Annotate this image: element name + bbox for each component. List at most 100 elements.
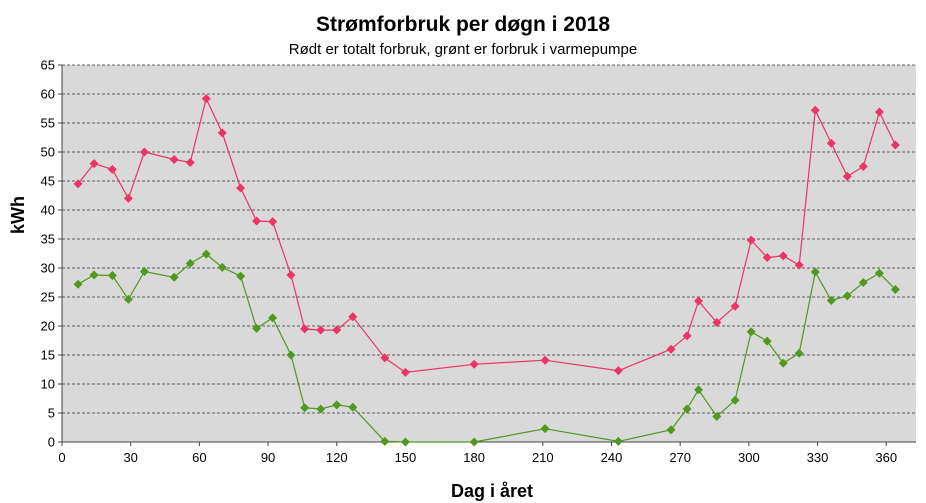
axes	[58, 64, 916, 446]
y-tick-label: 0	[48, 435, 55, 450]
data-point-series-1	[540, 355, 550, 365]
data-point-series-2	[762, 336, 772, 346]
y-tick-label: 25	[41, 290, 55, 305]
data-point-series-1	[810, 105, 820, 115]
data-point-series-1	[842, 171, 852, 181]
x-tick-label: 120	[326, 450, 348, 465]
x-tick-label: 180	[463, 450, 485, 465]
data-point-series-2	[348, 402, 358, 412]
y-tick-label: 50	[41, 145, 55, 160]
data-point-series-2	[300, 403, 310, 413]
y-tick-label: 40	[41, 203, 55, 218]
data-point-series-2	[139, 266, 149, 276]
data-point-series-1	[332, 325, 342, 335]
data-point-series-2	[268, 313, 278, 323]
data-point-series-1	[123, 193, 133, 203]
data-point-series-1	[666, 344, 676, 354]
data-point-series-2	[316, 404, 326, 414]
data-point-series-1	[236, 183, 246, 193]
data-point-series-2	[400, 437, 410, 447]
x-tick-label: 60	[192, 450, 206, 465]
data-point-series-1	[201, 94, 211, 104]
data-point-series-1	[252, 216, 262, 226]
data-point-series-1	[469, 359, 479, 369]
data-point-series-2	[236, 271, 246, 281]
y-tick-label: 30	[41, 261, 55, 276]
data-point-series-1	[874, 107, 884, 117]
x-tick-labels: 0 30 60 90 120 150 180 210 240 270 300 330 360	[58, 450, 897, 465]
chart-title: Strømforbruk per døgn i 2018	[316, 13, 610, 36]
data-point-series-1	[169, 155, 179, 165]
y-tick-label: 20	[41, 319, 55, 334]
data-point-series-1	[217, 128, 227, 138]
data-point-series-2	[73, 279, 83, 289]
data-point-series-2	[201, 249, 211, 259]
x-tick-label: 30	[123, 450, 137, 465]
data-point-series-2	[380, 436, 390, 446]
gridlines	[62, 64, 916, 414]
data-point-series-1	[890, 140, 900, 150]
data-point-series-2	[858, 278, 868, 287]
series-group	[73, 94, 900, 447]
data-point-series-2	[890, 284, 900, 294]
data-point-series-2	[89, 270, 99, 280]
data-point-series-1	[89, 159, 99, 169]
data-point-series-1	[794, 260, 804, 270]
x-tick-label: 330	[807, 450, 829, 465]
data-point-series-2	[666, 425, 676, 435]
data-point-series-2	[826, 295, 836, 305]
data-point-series-2	[778, 358, 788, 368]
data-point-series-1	[730, 301, 740, 311]
data-point-series-1	[139, 147, 149, 157]
data-point-series-1	[400, 367, 410, 377]
data-point-series-2	[107, 271, 117, 281]
data-point-series-1	[682, 331, 692, 341]
data-point-series-2	[185, 258, 195, 268]
y-tick-labels: 0 5 10 15 20 25 30 35 40 45 50 55 60 65	[41, 58, 55, 450]
plot-area	[62, 65, 916, 442]
y-tick-label: 45	[41, 174, 55, 189]
data-point-series-2	[469, 437, 479, 447]
chart-subtitle: Rødt er totalt forbruk, grønt er forbruk…	[289, 41, 637, 58]
x-axis-label: Dag i året	[451, 481, 533, 501]
y-tick-label: 35	[41, 232, 55, 247]
data-point-series-2	[810, 267, 820, 277]
y-tick-label: 5	[48, 406, 55, 421]
data-point-series-2	[794, 348, 804, 358]
x-tick-label: 0	[58, 450, 65, 465]
data-point-series-1	[107, 164, 117, 174]
data-point-series-2	[540, 424, 550, 434]
data-point-series-2	[217, 262, 227, 272]
data-point-series-1	[746, 235, 756, 245]
data-point-series-1	[762, 253, 772, 263]
data-point-series-2	[332, 400, 342, 410]
data-point-series-2	[746, 327, 756, 337]
x-tick-label: 360	[875, 450, 897, 465]
x-tick-label: 90	[261, 450, 275, 465]
x-tick-label: 270	[669, 450, 691, 465]
data-point-series-2	[842, 291, 852, 301]
data-point-series-2	[123, 294, 133, 304]
data-point-series-1	[858, 162, 868, 171]
x-tick-label: 300	[738, 450, 760, 465]
data-point-series-2	[613, 436, 623, 446]
data-point-series-1	[712, 318, 722, 328]
x-tick-label: 210	[532, 450, 554, 465]
data-point-series-2	[874, 268, 884, 278]
y-tick-label: 15	[41, 348, 55, 363]
data-point-series-1	[348, 312, 358, 322]
data-point-series-1	[693, 296, 703, 306]
y-tick-label: 60	[41, 87, 55, 102]
y-tick-label: 10	[41, 377, 55, 392]
y-axis-label: kWh	[8, 196, 28, 234]
data-point-series-2	[682, 404, 692, 414]
data-point-series-1	[826, 138, 836, 148]
data-point-series-1	[613, 366, 623, 376]
data-point-series-1	[185, 157, 195, 167]
y-tick-label: 55	[41, 116, 55, 131]
data-point-series-2	[169, 272, 179, 282]
data-point-series-2	[286, 350, 296, 360]
data-point-series-2	[730, 395, 740, 405]
data-point-series-1	[73, 179, 83, 189]
